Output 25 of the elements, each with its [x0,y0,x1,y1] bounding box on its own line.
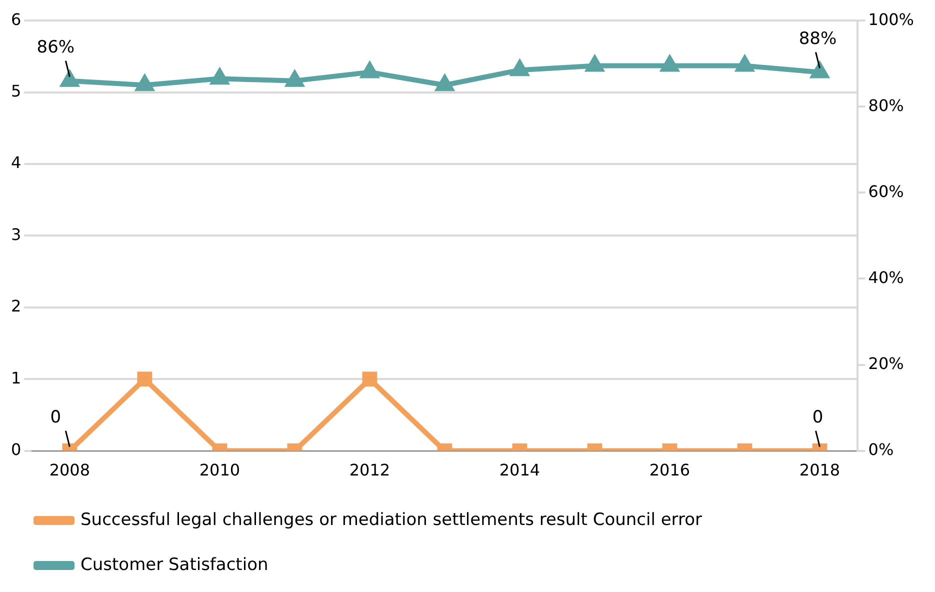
y-tick-label: 2 [10,296,22,316]
y-tick-label: 1 [10,368,22,388]
x-tick-label: 2010 [199,460,240,480]
y2-tick-label: 100% [868,10,914,29]
data-label: 88% [798,29,837,50]
data-label: 86% [36,38,75,58]
legend-label: Successful legal challenges or mediation settlements result Council error [80,510,702,530]
y-tick-label: 4 [10,153,22,172]
x-tick-label: 2014 [499,460,540,480]
data-label: 0 [812,408,824,428]
y2-tick-label: 20% [868,354,904,373]
data-label: 0 [50,408,62,428]
x-tick-label: 2008 [49,460,90,480]
y2-tick-label: 60% [868,182,904,201]
y2-tick-label: 0% [868,440,894,459]
y-tick-label: 3 [10,224,22,244]
x-tick-label: 2012 [349,460,390,480]
y-tick-label: 0 [10,440,22,459]
x-tick-label: 2016 [649,460,690,480]
y2-tick-label: 40% [868,268,904,287]
y-tick-label: 5 [10,81,22,100]
y-tick-label: 6 [10,10,22,29]
legend-label: Customer Satisfaction [80,554,268,575]
x-tick-label: 2018 [799,460,840,480]
y2-tick-label: 80% [868,96,904,115]
